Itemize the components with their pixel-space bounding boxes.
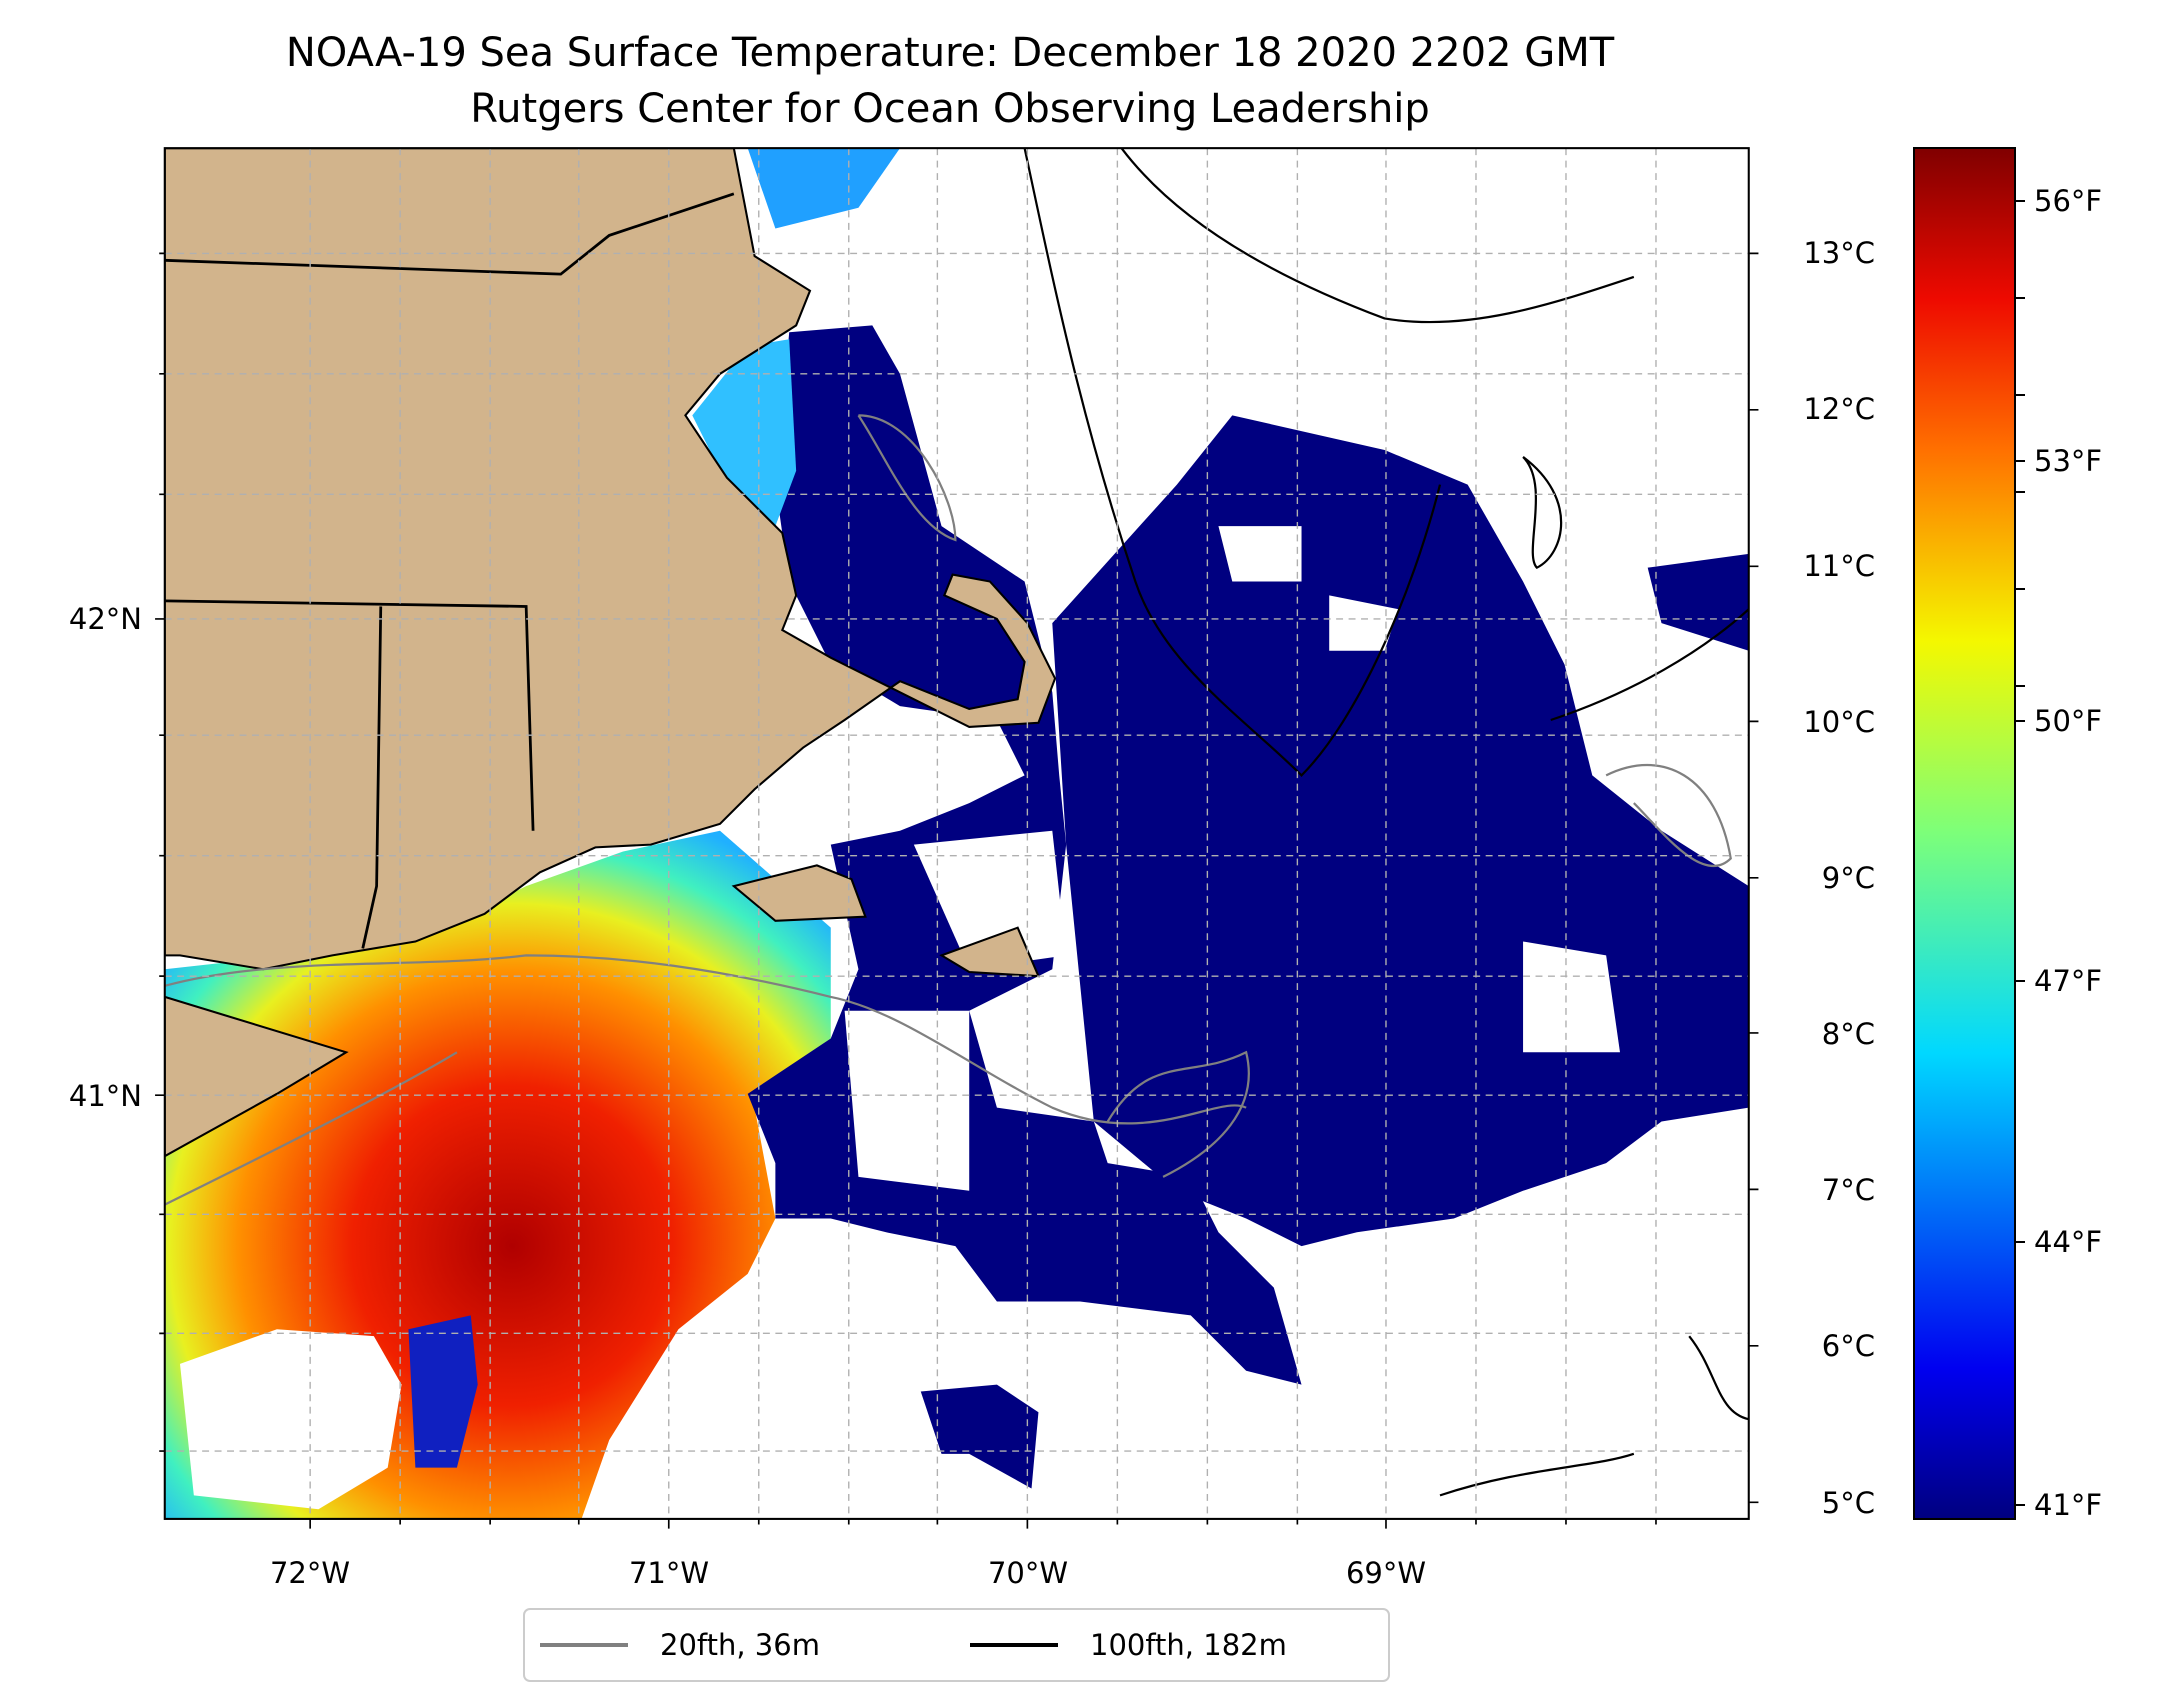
- cold-eddy: [408, 1315, 478, 1468]
- celsius-tick: 12°C: [1803, 392, 1875, 426]
- celsius-tick: 5°C: [1822, 1486, 1875, 1520]
- legend-label: 100fth, 182m: [1090, 1628, 1287, 1662]
- legend-label: 20fth, 36m: [660, 1628, 820, 1662]
- celsius-tick: 9°C: [1822, 861, 1875, 895]
- lat-tick-labels: 42°N 41°N: [69, 602, 142, 1113]
- fahrenheit-tick: 56°F: [2034, 184, 2102, 218]
- no-data-gap: [179, 1329, 402, 1510]
- gridlines: [164, 148, 1749, 1519]
- coastal-water-north: [747, 148, 900, 229]
- legend: 20fth, 36m 100fth, 182m: [523, 1608, 1390, 1682]
- fahrenheit-tick-marks: [2015, 200, 2025, 1506]
- contour-20fth: [164, 414, 1732, 1206]
- celsius-tick: 11°C: [1803, 549, 1875, 583]
- contour-100fth: [1023, 148, 1749, 1497]
- celsius-tick: 7°C: [1822, 1173, 1875, 1207]
- fahrenheit-tick: 50°F: [2034, 704, 2102, 738]
- celsius-tick: 10°C: [1803, 705, 1875, 739]
- fahrenheit-tick: 53°F: [2034, 444, 2102, 478]
- lat-tick-label: 42°N: [69, 602, 142, 636]
- fahrenheit-tick: 47°F: [2034, 964, 2102, 998]
- map-area: [164, 148, 1749, 1519]
- colorbar: [1913, 147, 2016, 1520]
- lon-tick-labels: 72°W 71°W 70°W 69°W: [270, 1556, 1426, 1590]
- state-borders: [164, 192, 735, 949]
- land: [164, 148, 1057, 1158]
- no-data-hole: [1329, 595, 1399, 651]
- colorbar-ticks: [2015, 200, 2025, 687]
- cold-patch-south: [920, 1384, 1039, 1489]
- lon-tick-label: 69°W: [1346, 1556, 1426, 1590]
- celsius-tick: 13°C: [1803, 236, 1875, 270]
- lon-tick-label: 70°W: [988, 1556, 1068, 1590]
- fahrenheit-tick-labels: 56°F 53°F 50°F 47°F 44°F 41°F: [2034, 184, 2102, 1522]
- axis-ticks: [155, 252, 1759, 1529]
- no-data-hole: [1523, 941, 1620, 1053]
- celsius-tick-labels: 13°C 12°C 11°C 10°C 9°C 8°C 7°C 6°C 5°C: [1803, 236, 1875, 1520]
- celsius-tick: 8°C: [1822, 1017, 1875, 1051]
- celsius-tick: 6°C: [1822, 1329, 1875, 1363]
- lat-tick-label: 41°N: [69, 1079, 142, 1113]
- lon-tick-label: 71°W: [629, 1556, 709, 1590]
- fahrenheit-tick: 44°F: [2034, 1225, 2102, 1259]
- map-frame: [163, 147, 1750, 1520]
- cold-water-northeast: [1647, 553, 1749, 651]
- chart-subtitle: Rutgers Center for Ocean Observing Leade…: [470, 86, 1430, 132]
- chart-title: NOAA-19 Sea Surface Temperature: Decembe…: [286, 30, 1615, 76]
- no-data-hole: [844, 1010, 970, 1191]
- coastal-water-mass: [692, 339, 797, 527]
- fahrenheit-tick: 41°F: [2034, 1488, 2102, 1522]
- no-data-hole: [1218, 526, 1302, 582]
- lon-tick-label: 72°W: [270, 1556, 350, 1590]
